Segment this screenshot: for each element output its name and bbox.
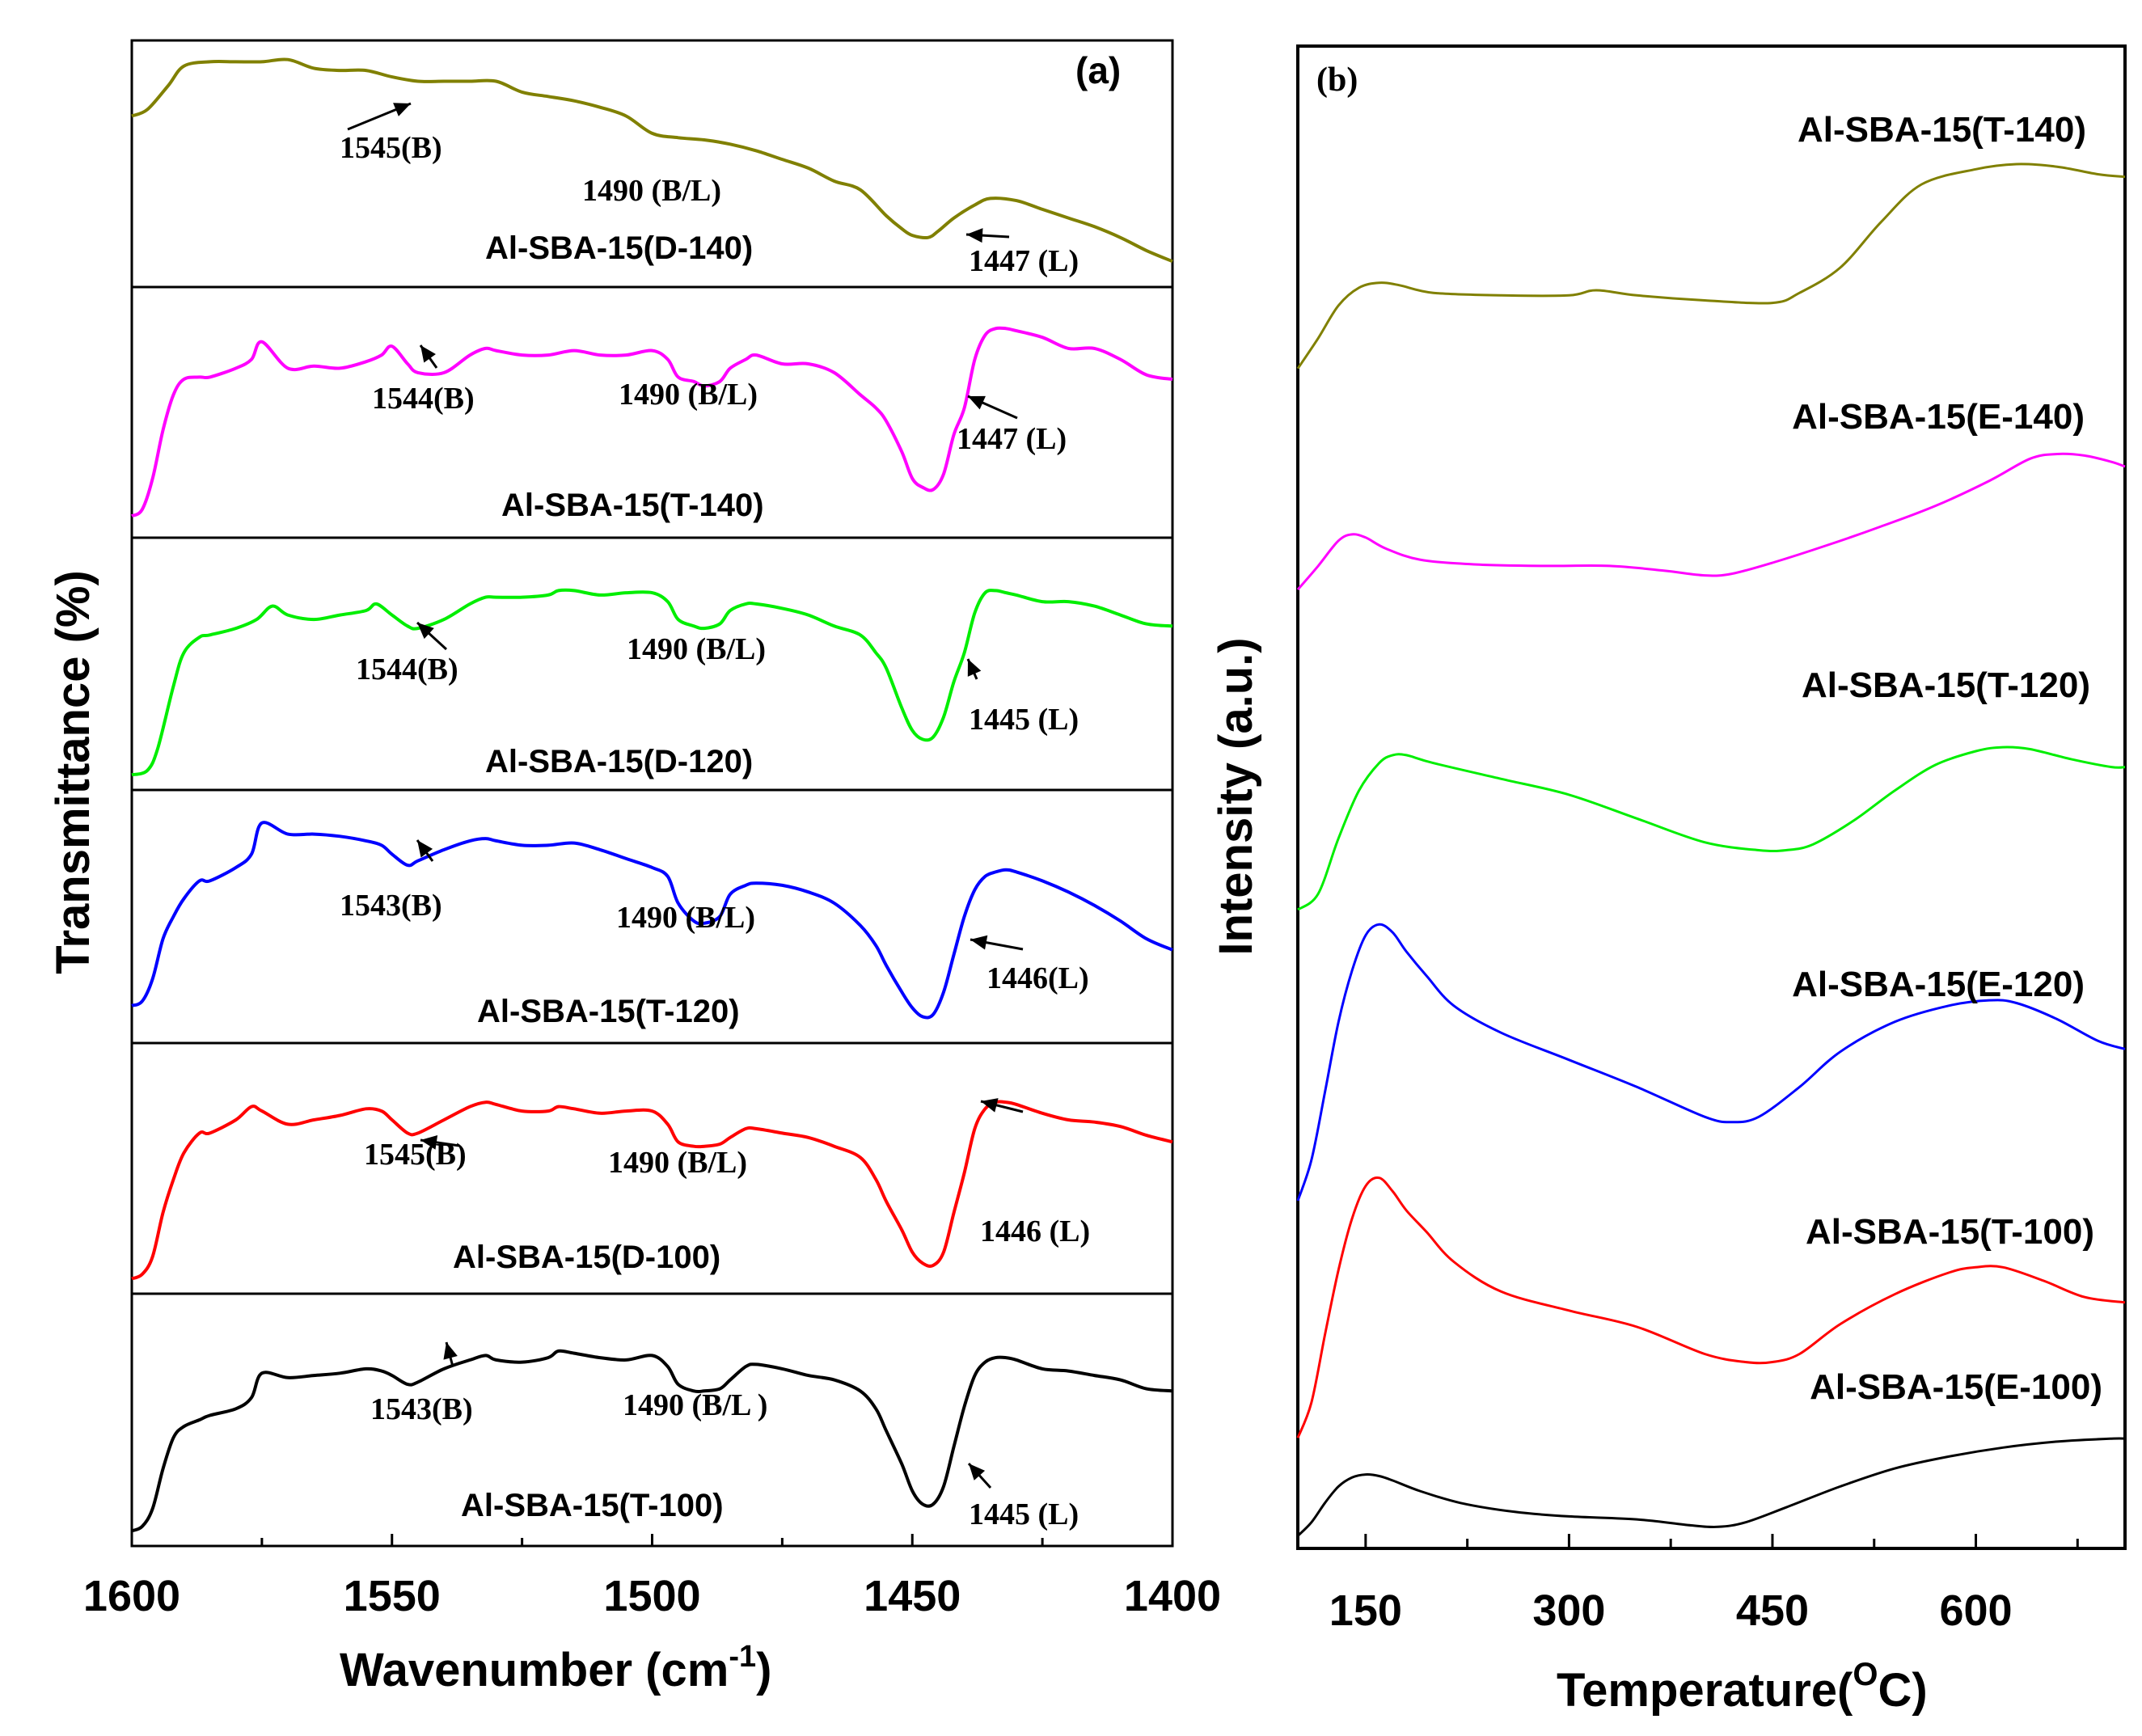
- panel-b: 150 300 450 600 Al-SBA-15(T-140) Al-SBA-15(E…: [1210, 44, 2127, 1717]
- x-tick-label: 1550: [344, 1572, 441, 1620]
- peak-annotation: 1490 (B/L ): [623, 1388, 767, 1422]
- x-tick-label: 1500: [603, 1572, 700, 1620]
- peak-annotation: 1545(B): [340, 131, 442, 165]
- peak-annotation: 1545(B): [364, 1138, 467, 1172]
- ftir-series-line: [131, 1349, 1173, 1533]
- peak-annotation: 1490 (B/L): [616, 901, 755, 935]
- panel-b-y-axis-label: Intensity (a.u.): [1210, 637, 1262, 955]
- ftir-series-line: [131, 821, 1173, 1020]
- panel-a-annotations: 1545(B) 1490 (B/L) Al-SBA-15(D-140) 1447 (L…: [340, 102, 1090, 1531]
- annotation-arrowhead: [981, 1098, 999, 1113]
- panel-b-series-labels: Al-SBA-15(T-140) Al-SBA-15(E-140) Al-SBA-1…: [1792, 110, 2102, 1407]
- peak-annotation: 1544(B): [372, 382, 475, 416]
- ftir-sample-label: Al-SBA-15(T-100): [461, 1488, 724, 1523]
- annotation-arrowhead: [967, 659, 982, 677]
- peak-annotation: 1490 (B/L): [608, 1146, 747, 1180]
- peak-annotation: 1543(B): [340, 889, 442, 923]
- peak-annotation: 1447 (L): [957, 422, 1067, 456]
- x-tick-label: 450: [1736, 1586, 1809, 1635]
- peak-annotation: 1543(B): [370, 1392, 473, 1426]
- tpd-sample-label: Al-SBA-15(T-140): [1798, 110, 2086, 150]
- annotation-arrowhead: [443, 1342, 458, 1360]
- peak-annotation: 1447 (L): [969, 244, 1079, 278]
- panel-a-x-axis-label: Wavenumber (cm-1): [340, 1640, 771, 1696]
- peak-annotation: 1490 (B/L): [619, 378, 758, 412]
- panel-a: 1600 1550 1500 1450 1400 1545(B) 1490 (B/L) Al…: [47, 39, 1221, 1696]
- tpd-series-line: [1296, 1437, 2126, 1537]
- panel-a-label: (a): [1075, 49, 1121, 91]
- tpd-series-line: [1296, 923, 2126, 1202]
- panel-a-x-ticks: 1600 1550 1500 1450 1400: [83, 1534, 1221, 1620]
- x-tick-label: 600: [1939, 1586, 2012, 1635]
- peak-annotation: 1544(B): [356, 653, 458, 686]
- tpd-series-line: [1296, 452, 2126, 591]
- annotation-arrowhead: [417, 623, 434, 640]
- annotation-arrowhead: [417, 840, 433, 858]
- annotation-arrowhead: [966, 228, 983, 243]
- tpd-sample-label: Al-SBA-15(T-100): [1806, 1212, 2094, 1252]
- ftir-series-line: [131, 588, 1173, 777]
- peak-annotation: 1490 (B/L): [627, 632, 766, 666]
- tpd-sample-label: Al-SBA-15(E-100): [1810, 1367, 2102, 1407]
- panel-b-x-ticks: 150 300 450 600: [1329, 1534, 2079, 1635]
- peak-annotation: 1490 (B/L): [582, 174, 721, 208]
- tpd-series-line: [1297, 746, 2126, 911]
- peak-annotation: 1445 (L): [969, 703, 1079, 737]
- x-tick-label: 150: [1329, 1586, 1402, 1635]
- peak-annotation: 1446(L): [987, 961, 1089, 995]
- panel-b-x-axis-label: Temperature(OC): [1557, 1657, 1928, 1717]
- tpd-sample-label: Al-SBA-15(T-120): [1802, 665, 2090, 705]
- annotation-arrowhead: [420, 345, 436, 363]
- ftir-sample-label: Al-SBA-15(D-140): [485, 230, 753, 266]
- x-tick-label: 1450: [864, 1572, 961, 1620]
- panel-b-series: [1296, 163, 2126, 1537]
- peak-annotation: 1446 (L): [980, 1214, 1090, 1248]
- tpd-sample-label: Al-SBA-15(E-140): [1792, 397, 2085, 437]
- annotation-arrowhead: [420, 1134, 438, 1150]
- panel-b-frame: [1296, 44, 2127, 1550]
- panel-b-label: (b): [1316, 61, 1358, 99]
- peak-annotation: 1445 (L): [969, 1497, 1079, 1531]
- annotation-arrowhead: [968, 395, 986, 410]
- panel-b-x-axis-label-main: Temperature(: [1557, 1664, 1853, 1717]
- panel-b-x-axis-label-close: C): [1878, 1664, 1927, 1717]
- x-tick-label: 1600: [83, 1572, 180, 1620]
- ftir-sample-label: Al-SBA-15(D-100): [453, 1240, 720, 1275]
- panel-a-x-axis-label-sup: -1: [729, 1640, 756, 1674]
- tpd-series-line: [1296, 1176, 2126, 1438]
- panel-a-y-axis-label: Transmittance (%): [47, 570, 99, 974]
- annotation-arrowhead: [969, 1464, 986, 1480]
- ftir-series-line: [131, 1100, 1173, 1281]
- annotation-arrowhead: [393, 103, 411, 116]
- ftir-sample-label: Al-SBA-15(D-120): [485, 744, 753, 779]
- panel-b-x-axis-label-sup: O: [1853, 1657, 1878, 1692]
- tpd-series-line: [1296, 163, 2126, 370]
- panel-a-x-axis-label-close: ): [756, 1644, 771, 1696]
- x-tick-label: 1400: [1124, 1572, 1221, 1620]
- x-tick-label: 300: [1532, 1586, 1605, 1635]
- ftir-sample-label: Al-SBA-15(T-120): [477, 994, 740, 1029]
- ftir-series-line: [130, 326, 1173, 518]
- tpd-sample-label: Al-SBA-15(E-120): [1792, 965, 2085, 1004]
- ftir-series-line: [131, 57, 1173, 264]
- panel-a-x-axis-label-main: Wavenumber (cm: [340, 1644, 729, 1696]
- annotation-arrowhead: [970, 935, 988, 950]
- ftir-sample-label: Al-SBA-15(T-140): [501, 488, 764, 523]
